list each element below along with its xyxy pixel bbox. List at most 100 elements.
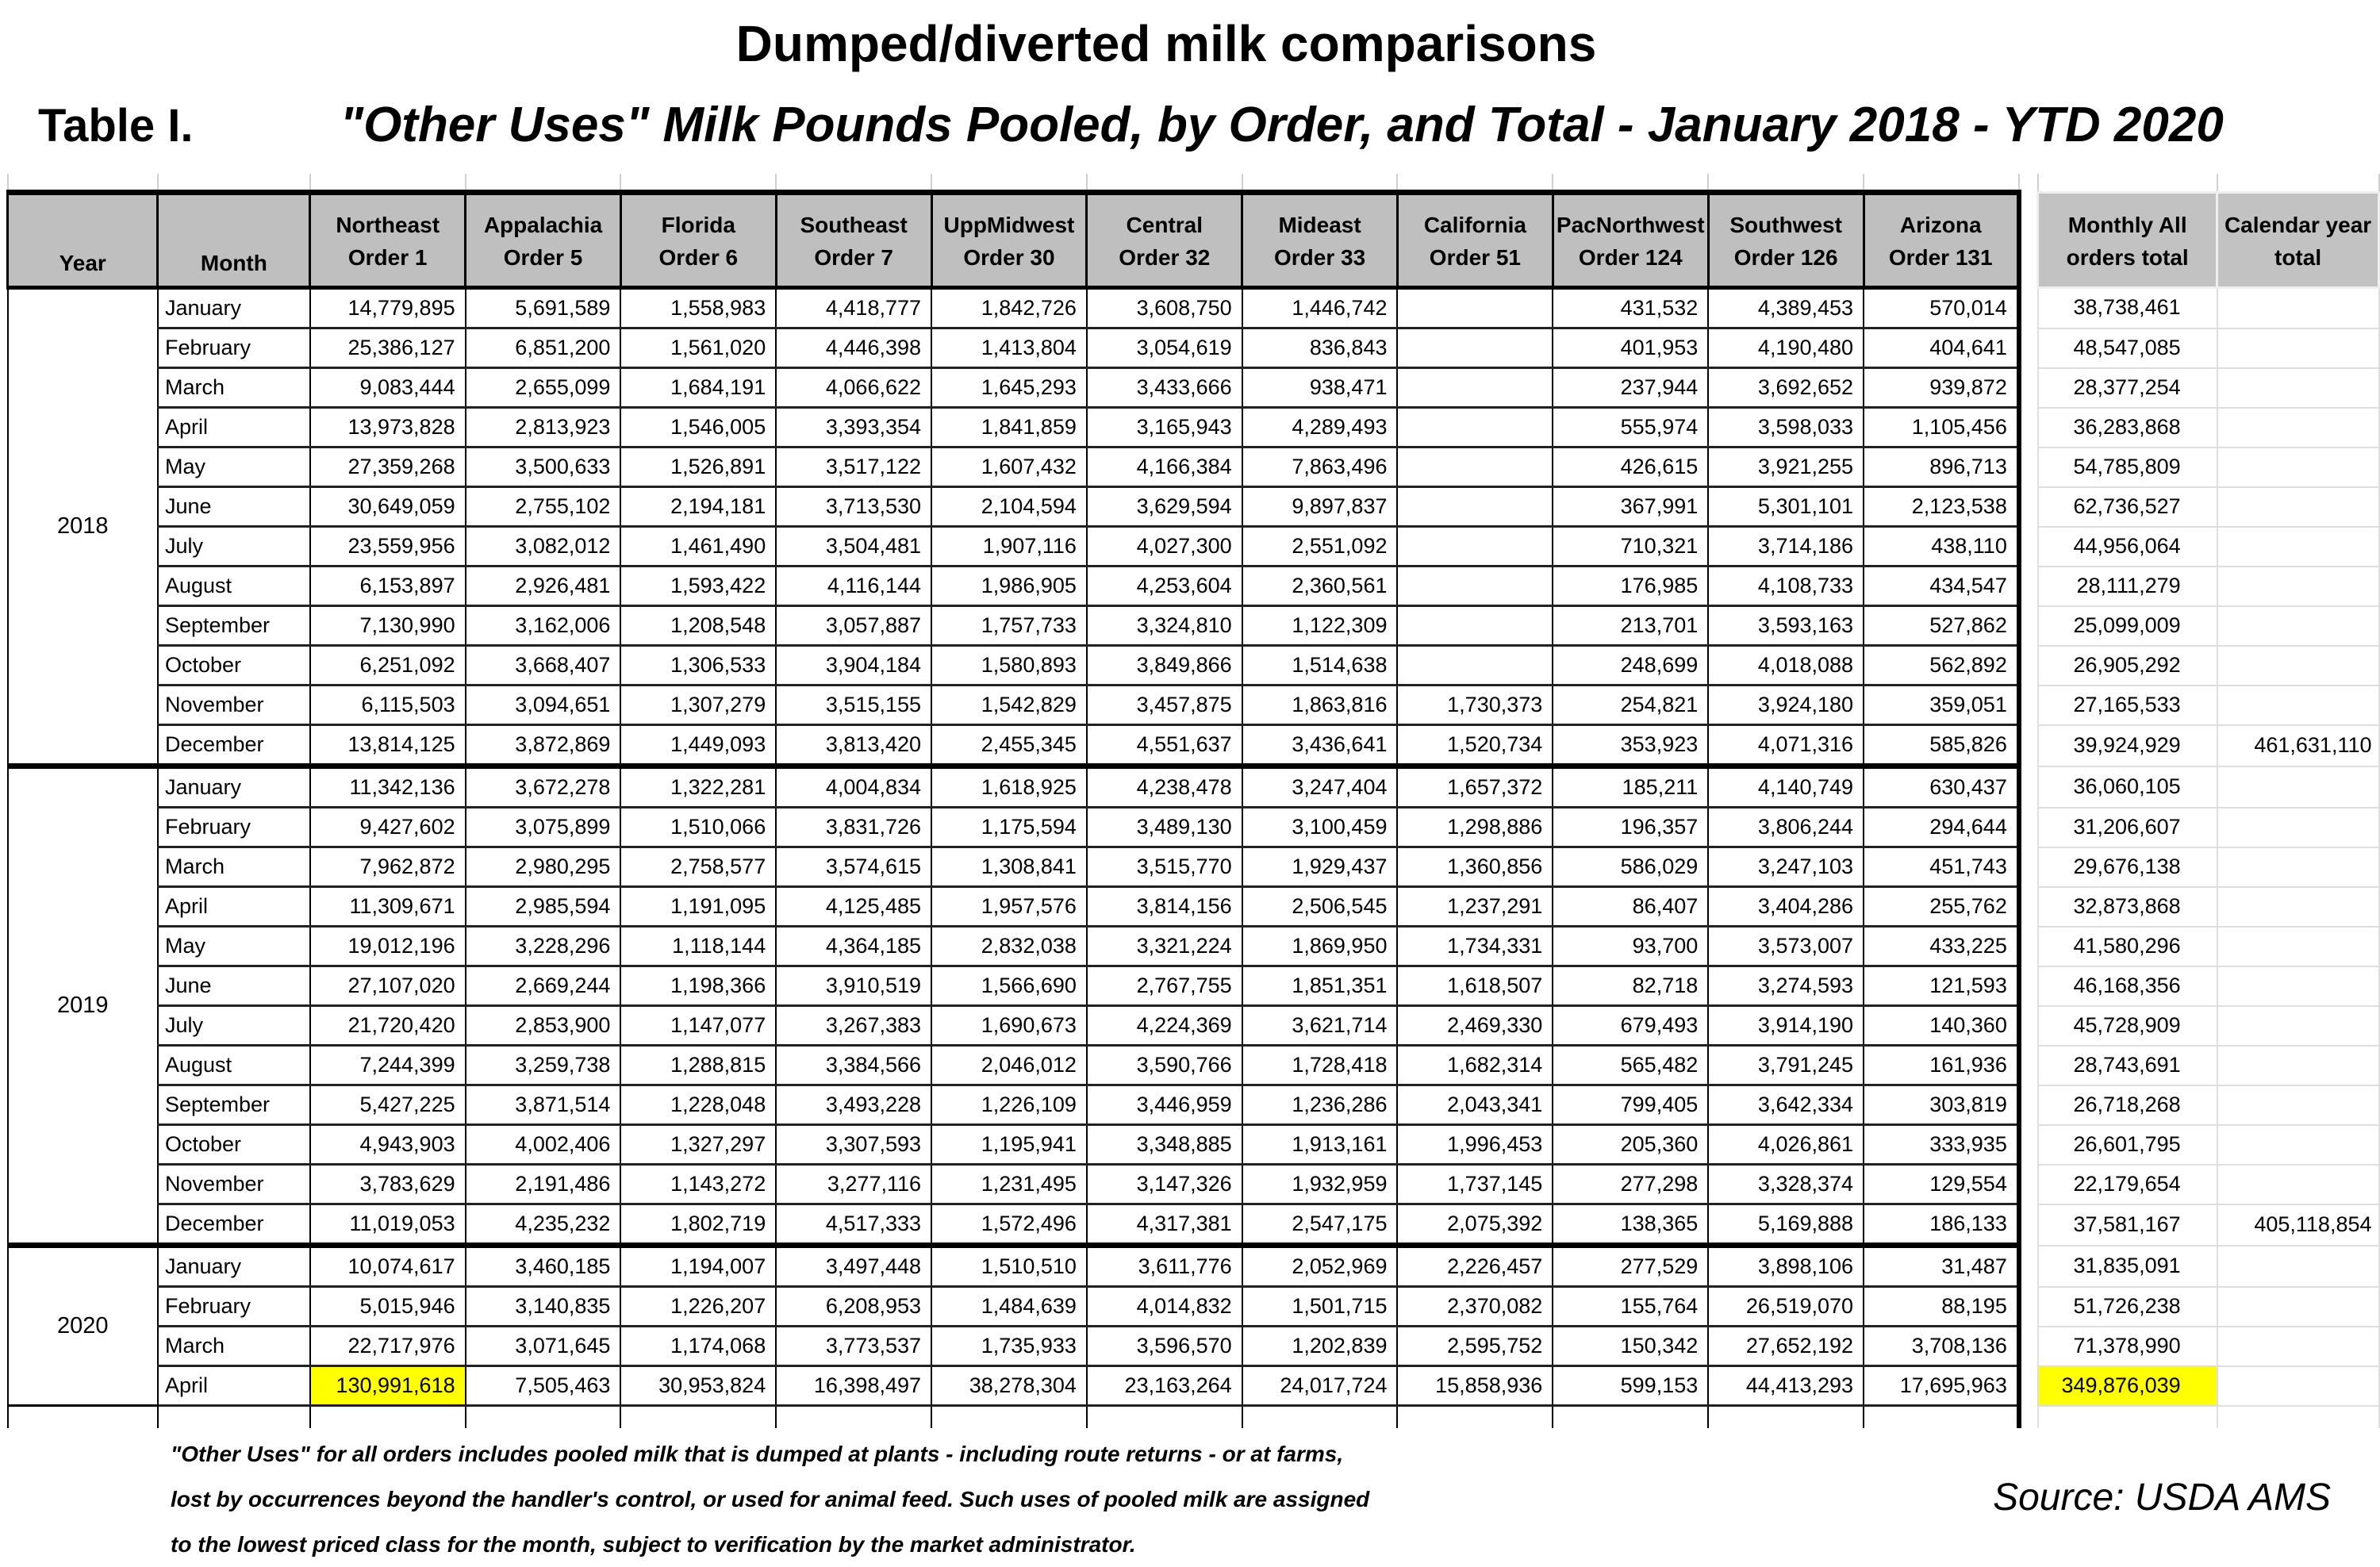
value-cell: 14,779,895 bbox=[309, 287, 466, 329]
value-cell: 1,757,733 bbox=[931, 605, 1088, 647]
value-cell: 15,858,936 bbox=[1396, 1365, 1554, 1407]
value-cell: 3,075,899 bbox=[464, 807, 622, 848]
monthly-total-cell: 26,601,795 bbox=[2036, 1123, 2218, 1166]
order-header-lines: Central Order 32 bbox=[1088, 209, 1241, 272]
month-column-header: Month bbox=[156, 190, 312, 290]
value-cell: 2,046,012 bbox=[931, 1045, 1088, 1086]
value-cell: 4,517,333 bbox=[775, 1204, 933, 1248]
value-cell: 129,554 bbox=[1863, 1164, 2021, 1205]
value-cell: 7,244,399 bbox=[309, 1045, 466, 1086]
value-cell: 9,427,602 bbox=[309, 807, 466, 848]
value-cell: 3,348,885 bbox=[1085, 1124, 1243, 1166]
calendar-total-cell bbox=[2216, 965, 2380, 1007]
value-cell: 5,691,589 bbox=[464, 287, 622, 329]
value-cell: 404,641 bbox=[1863, 328, 2021, 369]
monthly-total-cell: 27,165,533 bbox=[2036, 684, 2218, 726]
gridline-tick bbox=[620, 174, 777, 193]
table-title-row: Table I. "Other Uses" Milk Pounds Pooled… bbox=[0, 97, 2380, 153]
calendar-total-cell bbox=[2216, 327, 2380, 369]
monthly-total-cell: 31,835,091 bbox=[2036, 1244, 2218, 1288]
value-cell: 5,427,225 bbox=[309, 1085, 466, 1126]
monthly-total-cell: 54,785,809 bbox=[2036, 446, 2218, 488]
value-cell bbox=[1396, 287, 1554, 329]
value-cell: 11,019,053 bbox=[309, 1204, 466, 1248]
monthly-total-cell: 36,060,105 bbox=[2036, 765, 2218, 808]
spacer-cell bbox=[2018, 1045, 2038, 1085]
value-cell: 1,306,533 bbox=[620, 645, 777, 686]
value-cell: 254,821 bbox=[1552, 685, 1710, 726]
value-cell: 431,532 bbox=[1552, 287, 1710, 329]
value-cell: 1,682,314 bbox=[1396, 1045, 1554, 1086]
table-row: March 9,083,444 2,655,099 1,684,191 4,066,62… bbox=[8, 367, 2380, 409]
value-cell: 2,191,486 bbox=[464, 1164, 622, 1205]
empty-cell bbox=[1085, 1405, 1243, 1428]
table-row: August 6,153,897 2,926,481 1,593,422 4,116,1… bbox=[8, 565, 2380, 607]
value-cell: 3,791,245 bbox=[1707, 1045, 1865, 1086]
value-cell: 86,407 bbox=[1552, 886, 1710, 928]
value-cell: 3,574,615 bbox=[775, 847, 933, 888]
value-cell: 1,737,145 bbox=[1396, 1164, 1554, 1205]
value-cell: 710,321 bbox=[1552, 526, 1710, 567]
value-cell: 1,514,638 bbox=[1241, 645, 1399, 686]
value-cell: 2,551,092 bbox=[1241, 526, 1399, 567]
value-cell: 31,487 bbox=[1863, 1245, 2021, 1288]
table-row: September 7,130,990 3,162,006 1,208,548 3,05… bbox=[8, 605, 2380, 647]
value-cell bbox=[1396, 486, 1554, 528]
value-cell: 3,849,866 bbox=[1085, 645, 1243, 686]
value-cell: 5,015,946 bbox=[309, 1286, 466, 1327]
monthly-total-header-line2: orders total bbox=[2066, 244, 2189, 270]
value-cell: 3,165,943 bbox=[1085, 407, 1243, 448]
table-row: December 13,814,125 3,872,869 1,449,093 3,81… bbox=[8, 724, 2380, 769]
value-cell: 426,615 bbox=[1552, 447, 1710, 488]
value-cell: 186,133 bbox=[1863, 1204, 2021, 1248]
value-cell: 4,014,832 bbox=[1085, 1286, 1243, 1327]
value-cell: 4,026,861 bbox=[1707, 1124, 1865, 1166]
footnote: "Other Uses" for all orders includes poo… bbox=[171, 1431, 1369, 1567]
value-cell: 4,166,384 bbox=[1085, 447, 1243, 488]
value-cell: 3,515,770 bbox=[1085, 847, 1243, 888]
value-cell: 3,274,593 bbox=[1707, 966, 1865, 1007]
value-cell: 22,717,976 bbox=[309, 1326, 466, 1367]
value-cell: 938,471 bbox=[1241, 367, 1399, 409]
value-cell: 2,455,345 bbox=[931, 724, 1088, 769]
value-cell: 896,713 bbox=[1863, 447, 2021, 488]
month-cell: December bbox=[156, 1203, 311, 1248]
empty-cell bbox=[1552, 1405, 1710, 1428]
value-cell: 1,237,291 bbox=[1396, 886, 1554, 928]
monthly-total-cell: 71,378,990 bbox=[2036, 1325, 2218, 1367]
monthly-total-cell: 28,377,254 bbox=[2036, 367, 2218, 409]
value-cell: 1,198,366 bbox=[620, 966, 777, 1007]
order-number-label: Order 51 bbox=[1429, 245, 1521, 271]
value-cell: 3,598,033 bbox=[1707, 407, 1865, 448]
value-cell: 3,259,738 bbox=[464, 1045, 622, 1086]
value-cell: 16,398,497 bbox=[775, 1365, 933, 1407]
value-cell: 9,083,444 bbox=[309, 367, 466, 409]
value-cell: 3,783,629 bbox=[309, 1164, 466, 1205]
value-cell: 359,051 bbox=[1863, 685, 2021, 726]
month-cell: August bbox=[156, 1044, 311, 1086]
value-cell: 1,734,331 bbox=[1396, 926, 1554, 967]
value-cell: 679,493 bbox=[1552, 1005, 1710, 1047]
order-column-header: Southwest Order 126 bbox=[1706, 190, 1865, 290]
value-cell: 213,701 bbox=[1552, 605, 1710, 647]
spacer-cell bbox=[2018, 1204, 2038, 1246]
value-cell: 3,872,869 bbox=[464, 724, 622, 769]
order-header-lines: California Order 51 bbox=[1399, 209, 1552, 272]
value-cell: 140,360 bbox=[1863, 1005, 2021, 1047]
value-cell: 1,360,856 bbox=[1396, 847, 1554, 888]
gridline-tick bbox=[2018, 174, 2039, 193]
table-row: July 21,720,420 2,853,900 1,147,077 3,267,38… bbox=[8, 1004, 2380, 1047]
value-cell: 2,052,969 bbox=[1241, 1245, 1399, 1288]
month-cell: June bbox=[156, 965, 311, 1007]
value-cell: 2,853,900 bbox=[464, 1005, 622, 1047]
value-cell: 3,596,570 bbox=[1085, 1326, 1243, 1367]
order-column-header: Central Order 32 bbox=[1085, 190, 1244, 290]
gridline-tick bbox=[2217, 174, 2380, 193]
month-cell: February bbox=[156, 327, 311, 369]
value-cell: 3,489,130 bbox=[1085, 807, 1243, 848]
spacer-cell bbox=[2018, 367, 2038, 408]
table-row: 2018 January 14,779,895 5,691,589 1,558,983 4… bbox=[6, 286, 2380, 769]
value-cell: 555,974 bbox=[1552, 407, 1710, 448]
spacer-cell bbox=[2018, 605, 2038, 646]
table-row: September 5,427,225 3,871,514 1,228,048 3,49… bbox=[8, 1084, 2380, 1126]
